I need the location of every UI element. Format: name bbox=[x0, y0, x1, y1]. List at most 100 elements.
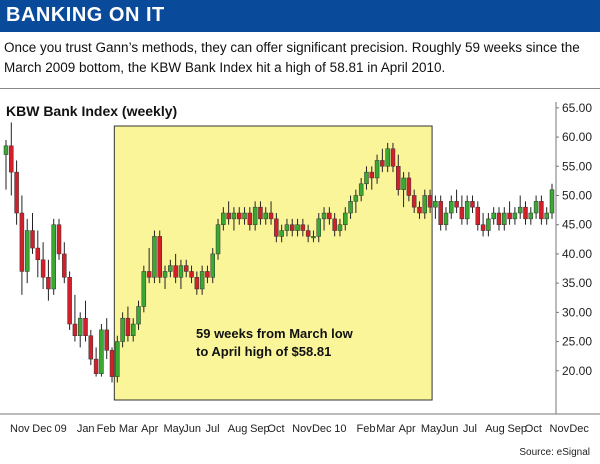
candle-body bbox=[464, 201, 470, 220]
x-tick-label: 09 bbox=[55, 423, 67, 435]
candle-body bbox=[146, 271, 152, 278]
x-tick-label: Aug bbox=[485, 423, 505, 435]
candle-body bbox=[290, 224, 295, 231]
candle-body bbox=[263, 212, 268, 220]
candle-body bbox=[549, 189, 555, 214]
candle-body bbox=[99, 329, 104, 374]
candle-body bbox=[199, 271, 205, 290]
x-tick-label: Dec bbox=[32, 423, 52, 435]
candle-body bbox=[300, 224, 306, 231]
candle-body bbox=[459, 206, 465, 220]
candle-body bbox=[178, 265, 184, 278]
candle-body bbox=[380, 160, 385, 167]
x-tick-label: Jun bbox=[183, 423, 201, 435]
x-tick-label: Jun bbox=[441, 423, 459, 435]
y-tick-label: 65.00 bbox=[562, 101, 592, 115]
candle-body bbox=[183, 265, 189, 272]
x-tick-label: 10 bbox=[334, 423, 346, 435]
candle-body bbox=[19, 212, 25, 272]
candle-body bbox=[284, 224, 290, 231]
annotation-line: 59 weeks from March low bbox=[196, 326, 354, 341]
candle-body bbox=[539, 201, 544, 220]
candle-body bbox=[14, 171, 19, 214]
candle-body bbox=[136, 306, 141, 325]
candle-body bbox=[406, 177, 412, 196]
candle-body bbox=[517, 206, 523, 214]
candle-body bbox=[316, 218, 322, 237]
candle-body bbox=[226, 212, 231, 220]
candle-body bbox=[353, 195, 359, 202]
annotation-text: 59 weeks from March low to April high of … bbox=[196, 326, 354, 359]
candle-body bbox=[348, 201, 353, 214]
candle-body bbox=[491, 212, 496, 220]
candle-body bbox=[279, 230, 284, 237]
x-tick-label: May bbox=[421, 423, 442, 435]
price-chart: 65.00 60.00 55.00 50.00 45.00 40.00 35.00 30.00… bbox=[0, 101, 600, 435]
candle-body bbox=[173, 265, 178, 278]
candle-body bbox=[295, 224, 300, 231]
candle-body bbox=[205, 271, 210, 278]
x-tick-label: Apr bbox=[141, 423, 158, 435]
candle-body bbox=[311, 236, 316, 239]
candle-body bbox=[120, 317, 125, 342]
candle-body bbox=[104, 329, 109, 351]
x-tick-label: Oct bbox=[525, 423, 542, 435]
candle-body bbox=[247, 212, 253, 225]
candle-body bbox=[72, 323, 78, 336]
x-tick-label: Sep bbox=[250, 423, 270, 435]
candle-body bbox=[189, 271, 194, 278]
candle-body bbox=[486, 218, 491, 231]
y-tick-label: 60.00 bbox=[562, 130, 592, 144]
y-axis-ticks: 65.00 60.00 55.00 50.00 45.00 40.00 35.00 30.00… bbox=[556, 101, 592, 378]
x-tick-label: Jul bbox=[463, 423, 477, 435]
candle-body bbox=[3, 145, 9, 155]
candle-body bbox=[258, 206, 263, 220]
candle-body bbox=[433, 201, 438, 208]
candle-body bbox=[422, 195, 428, 214]
candle-body bbox=[390, 148, 396, 167]
candle-body bbox=[454, 201, 459, 208]
x-tick-label: Dec bbox=[312, 423, 332, 435]
candle-body bbox=[305, 230, 311, 237]
x-tick-label: Oct bbox=[267, 423, 284, 435]
x-tick-label: Nov bbox=[292, 423, 312, 435]
y-tick-label: 50.00 bbox=[562, 188, 592, 202]
candle-body bbox=[417, 206, 422, 214]
y-tick-label: 45.00 bbox=[562, 218, 592, 232]
candle-body bbox=[194, 277, 200, 290]
y-tick-label: 55.00 bbox=[562, 159, 592, 173]
candle-body bbox=[51, 224, 56, 290]
candle-body bbox=[343, 212, 348, 225]
candle-body bbox=[252, 206, 258, 225]
x-tick-label: Nov bbox=[10, 423, 30, 435]
candle-body bbox=[470, 201, 475, 208]
x-tick-label: Mar bbox=[119, 423, 138, 435]
candle-body bbox=[130, 323, 136, 336]
banner-title: BANKING ON IT bbox=[6, 4, 165, 26]
x-tick-label: Aug bbox=[228, 423, 248, 435]
x-tick-label: Jul bbox=[206, 423, 220, 435]
y-tick-label: 30.00 bbox=[562, 305, 592, 319]
x-tick-label: Dec bbox=[569, 423, 589, 435]
candle-body bbox=[93, 358, 99, 374]
x-tick-label: Feb bbox=[97, 423, 116, 435]
candle-body bbox=[443, 212, 449, 225]
intro-paragraph: Once you trust Gann’s methods, they can … bbox=[4, 40, 580, 75]
x-tick-label: Sep bbox=[507, 423, 527, 435]
candle-body bbox=[210, 253, 215, 278]
candle-body bbox=[475, 206, 481, 225]
candle-body bbox=[411, 195, 417, 208]
candle-body bbox=[141, 271, 147, 307]
divider bbox=[0, 88, 600, 89]
x-tick-label: Apr bbox=[399, 423, 416, 435]
candle-body bbox=[221, 212, 226, 225]
x-tick-label: May bbox=[163, 423, 184, 435]
source-note: Source: eSignal bbox=[519, 447, 590, 458]
candle-body bbox=[496, 212, 502, 225]
annotation-line: to April high of $58.81 bbox=[196, 344, 331, 359]
candle-body bbox=[40, 259, 46, 278]
candle-body bbox=[401, 177, 406, 190]
candle-body bbox=[507, 212, 512, 220]
candle-body bbox=[88, 335, 94, 360]
